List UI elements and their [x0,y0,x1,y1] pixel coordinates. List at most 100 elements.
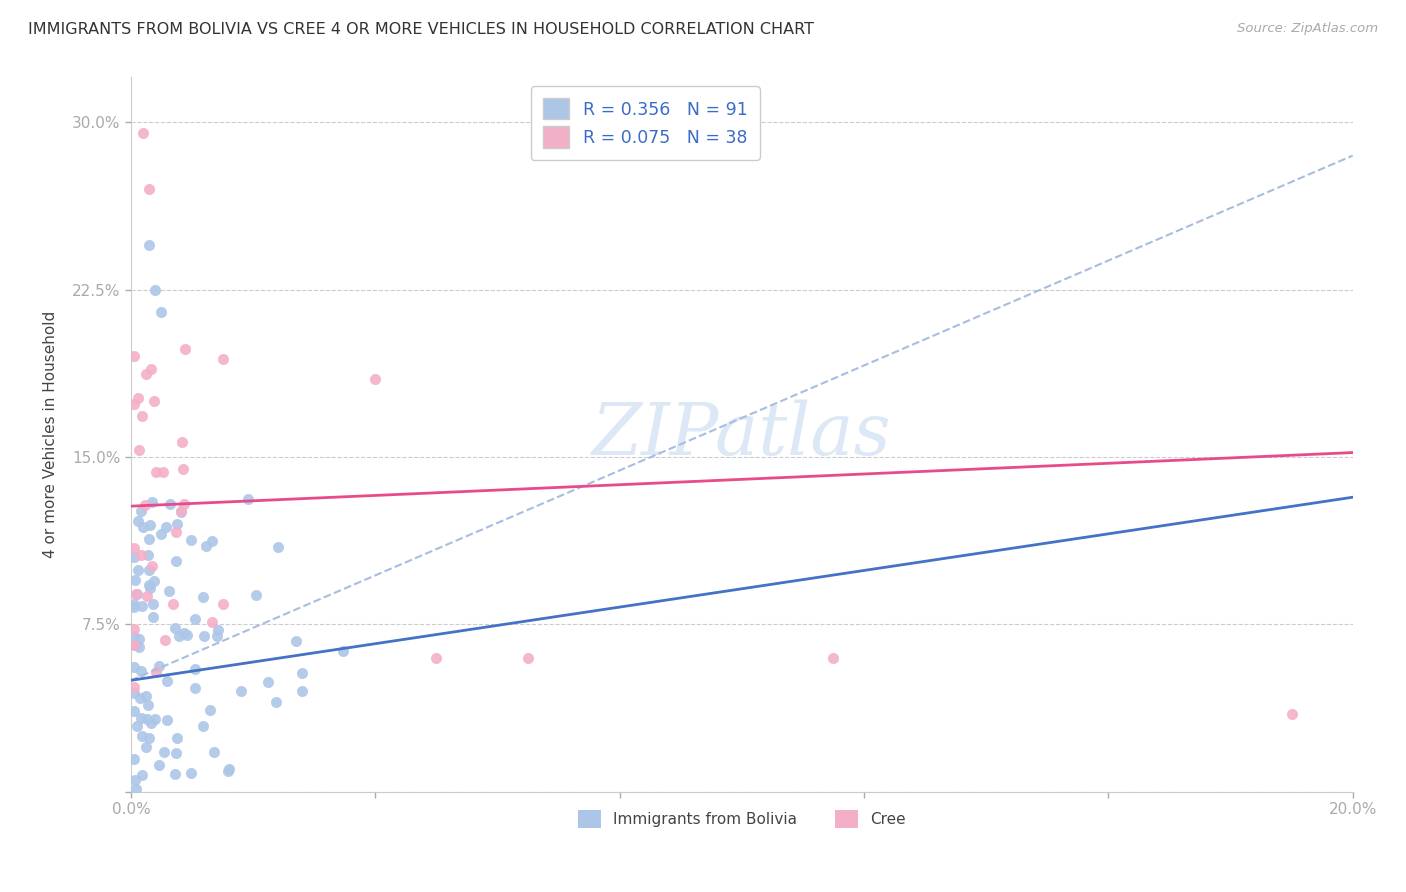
Point [172,461,194,475]
Point [138,578,160,592]
Point [176,627,198,641]
Point [136,698,159,712]
Point [156,713,179,727]
Point [1281,706,1303,721]
Point [138,182,160,196]
Point [124,772,146,787]
Point [127,719,149,733]
Point [184,681,207,696]
Point [129,504,152,518]
Point [122,704,145,718]
Point [128,442,150,457]
Point [122,597,145,611]
Point [166,517,188,532]
Point [211,597,233,611]
Point [139,581,162,595]
Point [131,599,153,614]
Point [148,659,170,673]
Point [124,587,146,601]
Point [149,527,172,541]
Text: Source: ZipAtlas.com: Source: ZipAtlas.com [1237,22,1378,36]
Point [145,665,167,680]
Point [201,534,224,549]
Point [128,640,150,655]
Point [425,651,447,665]
Point [163,621,186,635]
Point [165,747,187,761]
Point [135,689,157,703]
Point [153,745,176,759]
Point [165,524,187,539]
Point [129,664,152,678]
Point [173,342,195,356]
Point [125,782,148,797]
Point [257,675,280,690]
Point [364,372,387,386]
Point [207,623,229,637]
Point [131,519,153,533]
Point [127,514,149,528]
Point [122,686,145,700]
Point [124,573,146,587]
Point [122,660,145,674]
Point [195,540,218,554]
Point [127,391,149,405]
Point [193,629,215,643]
Point [217,764,239,779]
Point [122,599,145,614]
Point [180,533,202,547]
Point [131,409,153,423]
Point [193,590,215,604]
Point [122,681,145,695]
Point [142,574,165,589]
Point [134,498,156,512]
Point [124,638,146,652]
Point [159,497,181,511]
Point [128,632,150,646]
Point [165,767,187,781]
Point [150,305,173,319]
Point [122,638,145,652]
Point [167,629,190,643]
Point [142,394,165,409]
Point [152,466,174,480]
Point [184,611,207,625]
Point [122,622,145,636]
Point [291,665,314,680]
Point [138,731,160,746]
Point [201,615,224,630]
Point [218,762,240,776]
Point [267,540,290,554]
Point [143,283,166,297]
Point [129,691,152,706]
Point [132,126,155,140]
Point [165,554,187,568]
Point [125,587,148,601]
Point [143,712,166,726]
Point [153,632,176,647]
Point [135,740,157,755]
Point [291,684,314,698]
Point [136,590,159,604]
Point [229,684,252,698]
Point [191,719,214,733]
Point [245,588,267,602]
Point [284,634,307,648]
Point [136,712,159,726]
Point [198,703,221,717]
Point [122,350,145,364]
Point [170,503,193,517]
Point [136,548,159,562]
Point [823,651,845,665]
Point [517,651,540,665]
Point [169,505,191,519]
Point [264,695,287,709]
Point [138,238,160,252]
Point [202,745,225,759]
Point [138,533,160,547]
Text: ZIPatlas: ZIPatlas [592,400,891,470]
Y-axis label: 4 or more Vehicles in Household: 4 or more Vehicles in Household [44,311,58,558]
Point [157,583,180,598]
Point [131,768,153,782]
Point [122,550,145,565]
